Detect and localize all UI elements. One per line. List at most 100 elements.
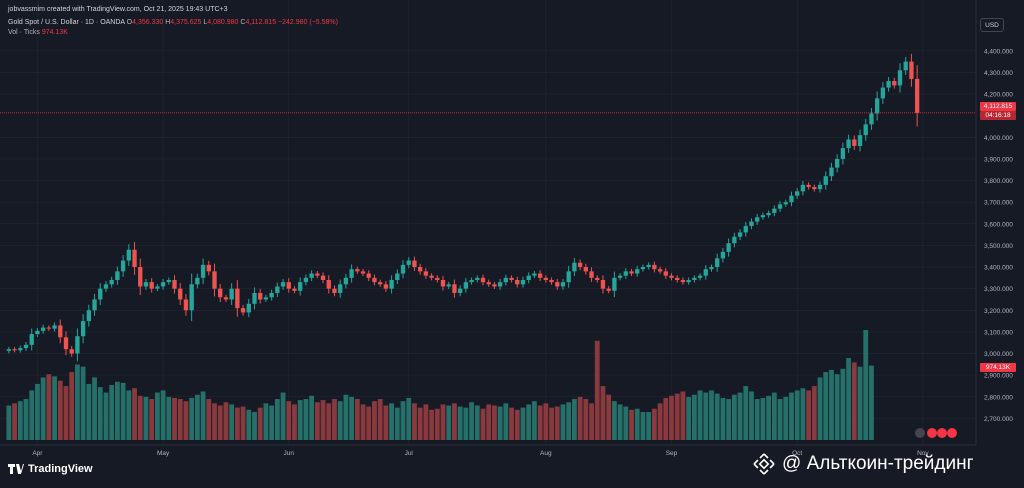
candle-body[interactable] bbox=[423, 271, 429, 276]
candle-body[interactable] bbox=[457, 288, 463, 293]
candle-body[interactable] bbox=[355, 269, 360, 272]
candle-body[interactable] bbox=[6, 349, 12, 351]
candle-body[interactable] bbox=[680, 280, 686, 283]
candle-body[interactable] bbox=[440, 280, 446, 287]
candle-body[interactable] bbox=[269, 292, 274, 298]
candle-body[interactable] bbox=[69, 349, 74, 354]
tradingview-logo[interactable]: TradingView bbox=[8, 463, 93, 475]
candle-body[interactable] bbox=[143, 282, 149, 287]
candle-body[interactable] bbox=[366, 273, 371, 278]
candle-body[interactable] bbox=[435, 277, 440, 280]
candle-body[interactable] bbox=[229, 288, 234, 300]
price-axis[interactable]: 4,400.000 4,300.000 4,200.000 4,000.000 3,90… bbox=[975, 0, 1024, 445]
candle-body[interactable] bbox=[206, 264, 211, 272]
candle-body[interactable] bbox=[109, 280, 114, 285]
candle-body[interactable] bbox=[737, 232, 743, 237]
candle-body[interactable] bbox=[303, 277, 309, 283]
candle-body[interactable] bbox=[469, 280, 474, 283]
candle-body[interactable] bbox=[280, 282, 286, 287]
candle-body[interactable] bbox=[92, 299, 97, 311]
candle-body[interactable] bbox=[812, 187, 817, 190]
candle-body[interactable] bbox=[149, 282, 154, 289]
symbol-name[interactable]: Gold Spot / U.S. Dollar · 1D · OANDA bbox=[8, 19, 125, 26]
candle-body[interactable] bbox=[452, 284, 457, 293]
candle-body[interactable] bbox=[834, 158, 840, 168]
candle-body[interactable] bbox=[532, 273, 537, 276]
candle-body[interactable] bbox=[583, 267, 588, 272]
candle-body[interactable] bbox=[709, 267, 714, 270]
candle-body[interactable] bbox=[914, 78, 920, 113]
candle-body[interactable] bbox=[235, 288, 240, 309]
event-icon[interactable] bbox=[947, 428, 957, 438]
lightning-icon[interactable] bbox=[915, 428, 925, 438]
candle-body[interactable] bbox=[857, 135, 863, 146]
candle-body[interactable] bbox=[417, 267, 423, 272]
candle-body[interactable] bbox=[189, 284, 194, 311]
candle-body[interactable] bbox=[480, 277, 486, 283]
candle-body[interactable] bbox=[223, 297, 229, 300]
candle-body[interactable] bbox=[692, 277, 697, 280]
candle-body[interactable] bbox=[218, 288, 223, 298]
candle-body[interactable] bbox=[669, 275, 674, 278]
candle-body[interactable] bbox=[406, 260, 411, 265]
candle-body[interactable] bbox=[18, 348, 23, 351]
candle-body[interactable] bbox=[246, 303, 251, 313]
candle-body[interactable] bbox=[115, 271, 120, 280]
candle-body[interactable] bbox=[537, 273, 543, 278]
candle-body[interactable] bbox=[789, 195, 794, 203]
currency-button[interactable]: USD bbox=[980, 18, 1004, 32]
candle-body[interactable] bbox=[595, 277, 600, 280]
candle-body[interactable] bbox=[675, 277, 680, 280]
candle-body[interactable] bbox=[338, 284, 343, 293]
candle-body[interactable] bbox=[258, 292, 263, 300]
candle-body[interactable] bbox=[600, 280, 606, 289]
candle-body[interactable] bbox=[463, 282, 469, 289]
time-axis[interactable]: Apr May Jun Jul Aug Sep Oct Nov bbox=[0, 444, 976, 457]
candle-body[interactable] bbox=[377, 282, 383, 285]
candle-body[interactable] bbox=[846, 139, 851, 149]
candle-body[interactable] bbox=[806, 184, 811, 188]
candle-body[interactable] bbox=[200, 264, 206, 278]
candle-body[interactable] bbox=[555, 282, 560, 287]
candle-body[interactable] bbox=[817, 184, 823, 190]
event-icon[interactable] bbox=[927, 428, 937, 438]
candle-body[interactable] bbox=[766, 212, 771, 216]
candle-body[interactable] bbox=[509, 277, 514, 280]
candle-body[interactable] bbox=[852, 139, 857, 146]
candle-body[interactable] bbox=[126, 249, 131, 261]
candle-body[interactable] bbox=[360, 271, 366, 274]
candle-body[interactable] bbox=[543, 277, 549, 280]
candle-body[interactable] bbox=[829, 167, 834, 177]
candle-body[interactable] bbox=[172, 280, 177, 289]
candle-body[interactable] bbox=[635, 269, 640, 274]
candles[interactable] bbox=[6, 53, 920, 362]
candle-body[interactable] bbox=[743, 225, 748, 233]
volume-label[interactable]: Vol · Ticks bbox=[8, 29, 40, 36]
candle-body[interactable] bbox=[617, 275, 623, 278]
candle-body[interactable] bbox=[212, 271, 217, 289]
candle-body[interactable] bbox=[138, 267, 143, 287]
candle-body[interactable] bbox=[903, 61, 908, 71]
candle-body[interactable] bbox=[286, 282, 291, 289]
candle-body[interactable] bbox=[886, 81, 891, 88]
candle-body[interactable] bbox=[869, 113, 874, 125]
candle-body[interactable] bbox=[526, 275, 531, 280]
candle-body[interactable] bbox=[86, 310, 92, 322]
candle-body[interactable] bbox=[897, 70, 903, 86]
candle-body[interactable] bbox=[195, 277, 200, 285]
candle-body[interactable] bbox=[23, 344, 29, 349]
candle-body[interactable] bbox=[183, 299, 189, 311]
candle-body[interactable] bbox=[332, 288, 337, 293]
candle-body[interactable] bbox=[46, 327, 52, 329]
candle-body[interactable] bbox=[58, 325, 63, 338]
candle-body[interactable] bbox=[909, 61, 914, 79]
candle-body[interactable] bbox=[663, 271, 668, 276]
candle-body[interactable] bbox=[629, 271, 634, 274]
candle-body[interactable] bbox=[372, 277, 377, 283]
candle-body[interactable] bbox=[777, 204, 783, 209]
candle-body[interactable] bbox=[395, 273, 400, 280]
candle-body[interactable] bbox=[383, 284, 389, 289]
candle-body[interactable] bbox=[686, 280, 691, 283]
candle-body[interactable] bbox=[560, 282, 566, 287]
